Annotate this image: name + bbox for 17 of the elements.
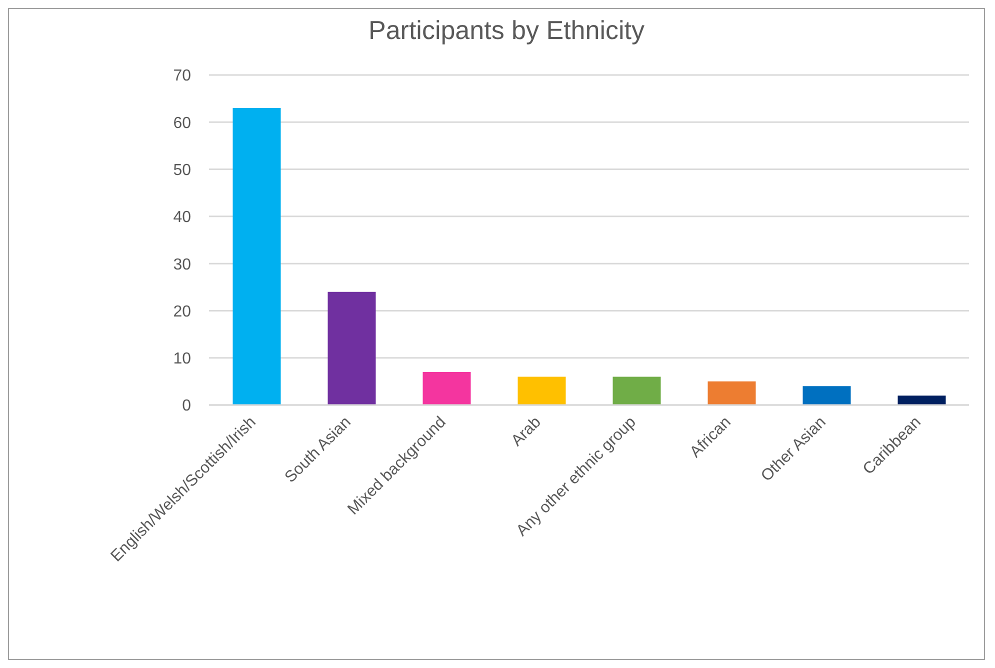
y-tick-label: 40 (173, 209, 192, 226)
bar (328, 292, 376, 405)
bar (898, 396, 946, 405)
y-tick-label: 10 (173, 350, 192, 368)
y-tick-label: 30 (173, 256, 192, 274)
y-tick-label: 70 (173, 68, 192, 85)
bar (422, 372, 471, 405)
bar (518, 376, 566, 405)
y-tick-label: 50 (173, 162, 192, 179)
y-tick-label: 60 (173, 114, 192, 132)
bar (802, 386, 851, 405)
chart-title: Participants by Ethnicity (367, 14, 646, 47)
y-tick-label: 0 (182, 398, 192, 415)
bar (708, 381, 756, 405)
bar (612, 376, 661, 405)
bar (232, 108, 281, 405)
y-tick-label: 20 (173, 303, 192, 320)
